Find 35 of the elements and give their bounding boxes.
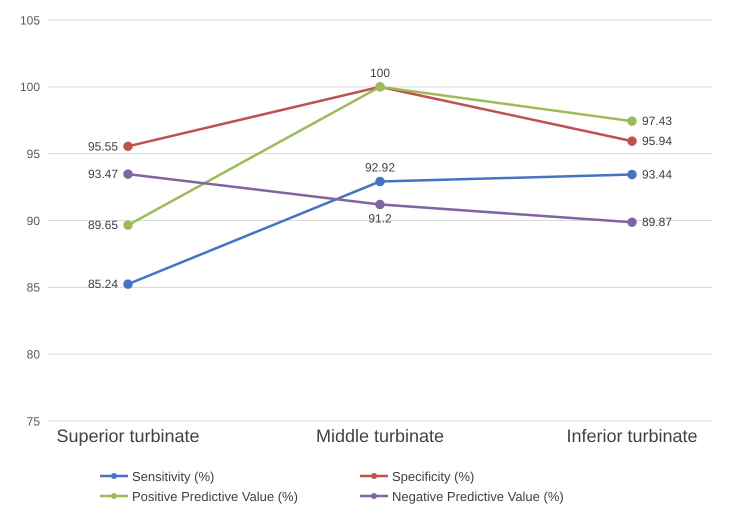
point <box>375 200 385 210</box>
x-tick-label: Superior turbinate <box>56 426 200 446</box>
x-tick-label: Inferior turbinate <box>566 426 698 446</box>
legend-label: Negative Predictive Value (%) <box>392 488 564 504</box>
y-tick-label: 105 <box>20 13 40 28</box>
data-label: 85.24 <box>88 277 118 292</box>
data-label: 97.43 <box>642 114 672 128</box>
data-label: 92.92 <box>364 160 396 174</box>
point <box>123 142 133 152</box>
point <box>627 217 637 227</box>
point <box>627 170 637 180</box>
data-label: 91.2 <box>368 211 392 226</box>
y-tick-label: 95 <box>26 146 40 161</box>
point <box>375 176 385 186</box>
data-label: 89.87 <box>642 215 672 230</box>
point <box>123 220 133 230</box>
data-label: 95.94 <box>642 134 672 148</box>
x-tick-label: Middle turbinate <box>316 426 444 446</box>
legend-label: Sensitivity (%) <box>132 468 214 484</box>
data-label: 100 <box>370 66 390 80</box>
point <box>123 279 133 289</box>
y-tick-label: 80 <box>26 347 40 362</box>
point <box>627 116 637 126</box>
y-tick-label: 100 <box>20 80 40 94</box>
point <box>123 169 133 179</box>
y-tick-label: 90 <box>26 214 40 228</box>
y-tick-label: 75 <box>26 414 40 428</box>
y-tick-label: 85 <box>26 280 40 295</box>
data-label: 93.44 <box>642 168 672 182</box>
data-label: 93.47 <box>88 167 118 182</box>
point <box>627 136 637 146</box>
legend-label: Positive Predictive Value (%) <box>132 488 298 504</box>
data-label: 89.65 <box>88 218 118 232</box>
data-label: 95.55 <box>88 139 118 154</box>
legend-label: Specificity (%) <box>392 468 474 484</box>
